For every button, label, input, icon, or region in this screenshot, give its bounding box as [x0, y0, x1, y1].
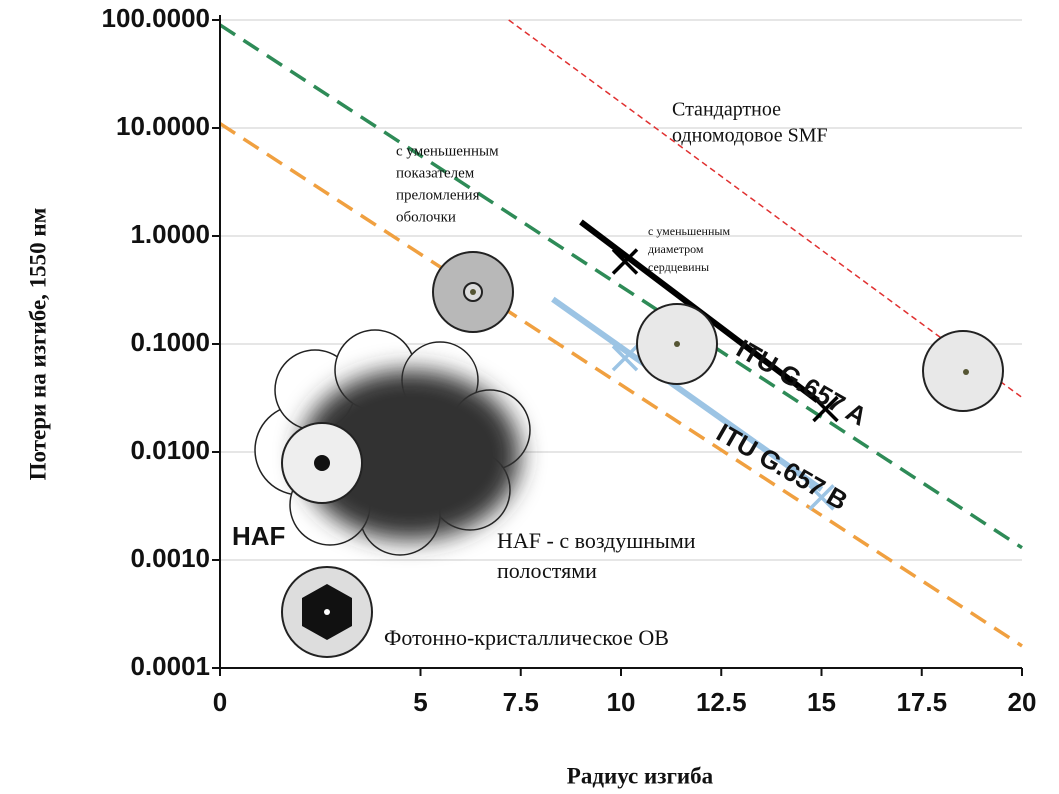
annotation: Стандартное: [672, 99, 781, 121]
x-tick-label: 12.5: [696, 687, 747, 717]
x-tick-label: 10: [607, 687, 636, 717]
annotation: показателем: [396, 165, 475, 181]
y-axis-title: Потери на изгибе, 1550 нм: [25, 208, 50, 481]
x-tick-label: 0: [213, 687, 227, 717]
y-tick-label: 0.0100: [130, 435, 210, 465]
y-tick-label: 100.0000: [102, 3, 210, 33]
axes: 100.0000 10.0000 1.0000 0.1000 0.0100 0.0010 0…: [102, 3, 1037, 717]
x-tick-label: 15: [807, 687, 836, 717]
annotation: диаметром: [648, 242, 704, 256]
y-tick-label: 1.0000: [130, 219, 210, 249]
y-tick-label: 0.1000: [130, 327, 210, 357]
annotation: сердцевины: [648, 260, 709, 274]
x-tick-label: 20: [1008, 687, 1037, 717]
x-tick-label: 17.5: [896, 687, 947, 717]
annotation: ITU G.657 A: [732, 333, 873, 432]
x-axis-title: Радиус изгиба: [567, 763, 714, 788]
chart: 100.0000 10.0000 1.0000 0.1000 0.0100 0.0010 0…: [0, 0, 1059, 794]
fiber-core: [470, 289, 476, 295]
annotation: оболочки: [396, 209, 456, 225]
y-tick-label: 10.0000: [116, 111, 210, 141]
annotation: HAF - с воздушными: [497, 528, 696, 553]
fiber-core: [963, 369, 969, 375]
annotation: с уменьшенным: [648, 224, 730, 238]
fiber-core: [674, 341, 680, 347]
annotation: полостями: [497, 558, 597, 583]
annotation: с уменьшенным: [396, 143, 499, 159]
annotation: одномодовое SMF: [672, 125, 828, 147]
fiber-core: [324, 609, 330, 615]
y-tick-label: 0.0010: [130, 543, 210, 573]
annotation: HAF: [232, 521, 285, 551]
annotation: Фотонно-кристаллическое ОВ: [384, 625, 669, 650]
cloud: [255, 330, 530, 555]
fiber-icon: [923, 331, 1003, 411]
x-tick-label: 7.5: [503, 687, 539, 717]
x-tick-label: 5: [413, 687, 427, 717]
fiber-icons: [255, 252, 1003, 657]
annotation: преломления: [396, 187, 480, 203]
y-tick-label: 0.0001: [130, 651, 210, 681]
annotation: ITU G.657 B: [712, 417, 853, 516]
